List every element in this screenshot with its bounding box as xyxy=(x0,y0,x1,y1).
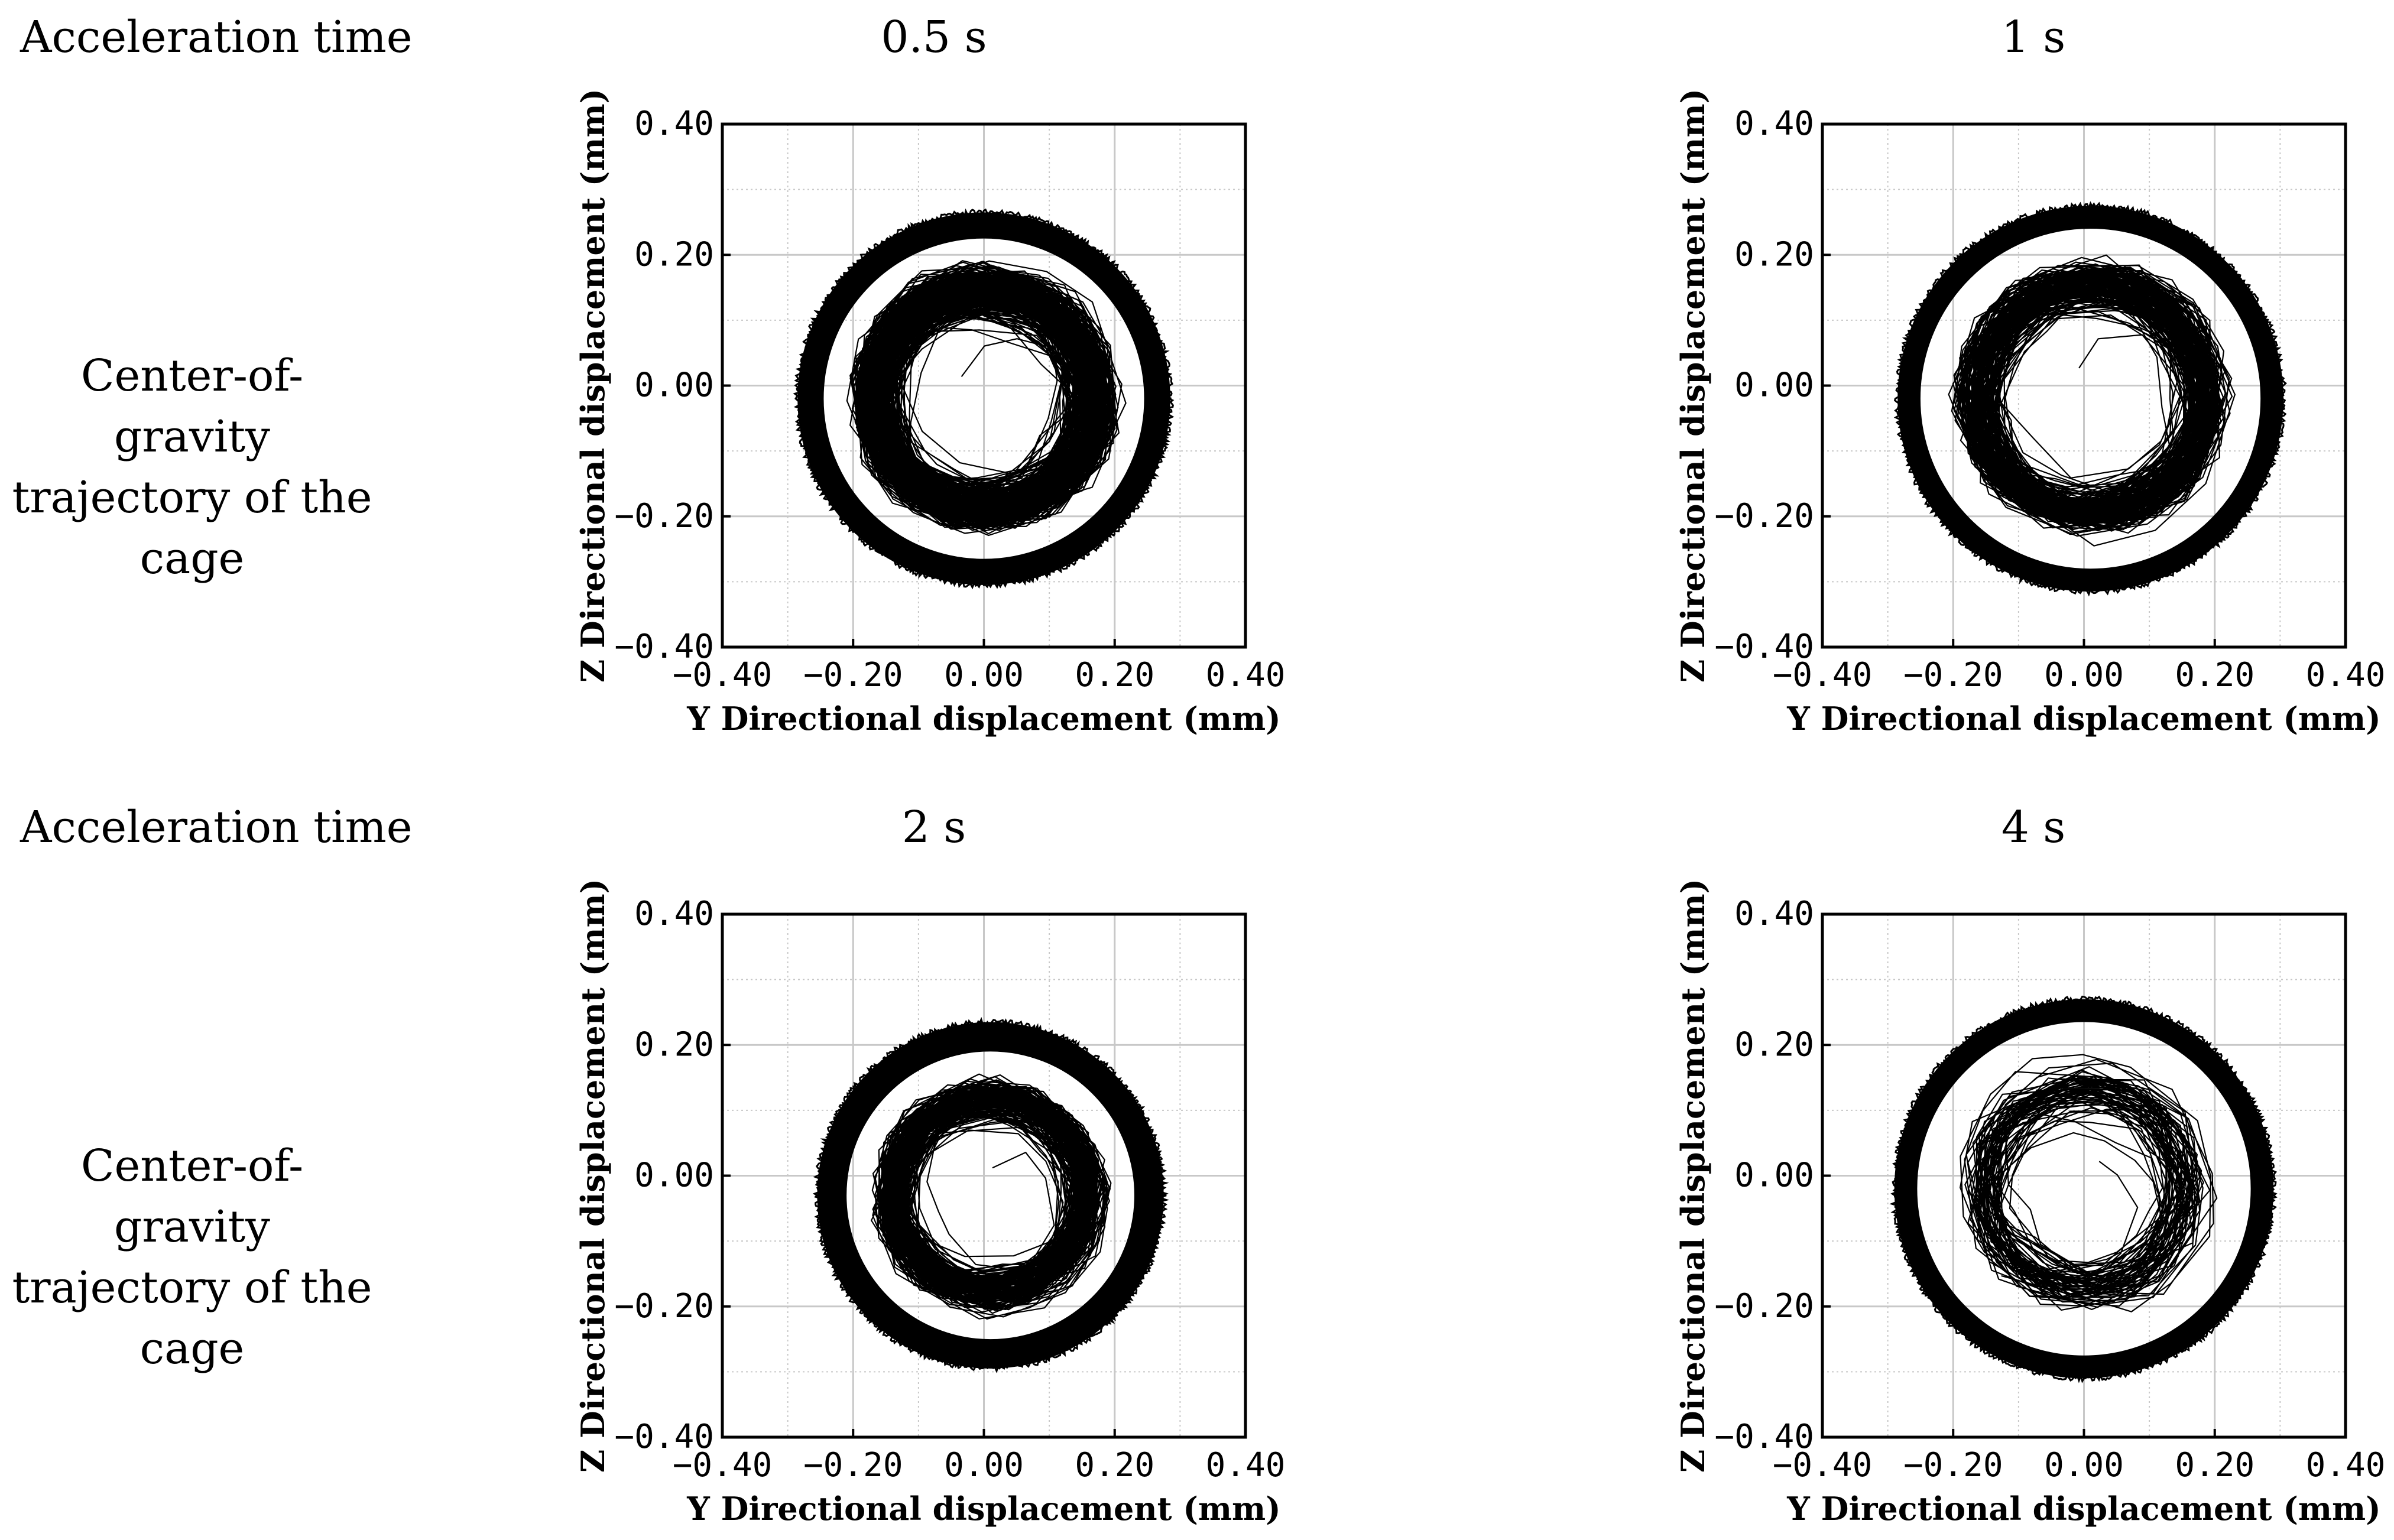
x-tick-label: −0.40 xyxy=(673,1446,773,1484)
x-tick-label: −0.20 xyxy=(803,656,903,694)
trajectory-path xyxy=(871,1073,1112,1320)
x-tick-label: 0.00 xyxy=(944,1446,1024,1484)
y-tick-label: 0.40 xyxy=(1734,105,1814,143)
y-tick-label: 0.20 xyxy=(634,235,714,274)
x-tick-label: 0.00 xyxy=(2044,1446,2124,1484)
x-tick-label: 0.40 xyxy=(2306,1446,2386,1484)
x-tick-label: 0.40 xyxy=(2306,656,2386,694)
panel-label-1s: 1 s xyxy=(2001,12,2066,63)
y-tick-label: −0.20 xyxy=(1714,497,1814,535)
x-tick-label: 0.40 xyxy=(1206,656,1286,694)
trajectory-path xyxy=(1948,254,2236,547)
trajectory-path xyxy=(846,260,1127,537)
x-tick-label: −0.40 xyxy=(1773,1446,1873,1484)
x-axis-label: Y Directional displacement (mm) xyxy=(686,1490,1280,1528)
y-axis-label: Z Directional displacement (mm) xyxy=(574,89,612,683)
trajectory-path xyxy=(1960,1054,2218,1312)
chart-panel-0: −0.40 −0.20 0.00 0.20 0.40 −0.40 −0.20 0.00 0.20… xyxy=(574,89,1285,737)
trajectory-ring xyxy=(797,212,1170,585)
panel-label-2s: 2 s xyxy=(901,802,966,853)
x-axis-label: Y Directional displacement (mm) xyxy=(1786,1490,2380,1528)
panel-label-4s: 4 s xyxy=(2001,802,2066,853)
y-tick-label: 0.40 xyxy=(1734,895,1814,933)
chart-panel-2: −0.40 −0.20 0.00 0.20 0.40 −0.40 −0.20 0.00 0.20… xyxy=(574,879,1285,1528)
x-tick-label: 0.40 xyxy=(1206,1446,1286,1484)
x-tick-label: 0.20 xyxy=(2175,656,2254,694)
x-tick-label: 0.00 xyxy=(2044,656,2124,694)
y-axis-label: Z Directional displacement (mm) xyxy=(1674,89,1712,683)
y-tick-label: 0.20 xyxy=(1734,235,1814,274)
trajectory-ring xyxy=(817,1022,1164,1369)
y-tick-label: −0.40 xyxy=(614,1418,714,1456)
trajectory-label-line: trajectory of the xyxy=(12,472,372,523)
trajectory-ring-edge xyxy=(1889,995,2278,1383)
trajectory-ring-edge xyxy=(1893,201,2287,597)
trajectory-ring-edge xyxy=(812,1016,1170,1373)
x-tick-label: −0.20 xyxy=(1903,656,2003,694)
trajectory-label-line: cage xyxy=(140,533,245,584)
y-tick-label: −0.40 xyxy=(614,628,714,666)
y-axis-label: Z Directional displacement (mm) xyxy=(574,879,612,1473)
row-header-1: Acceleration time xyxy=(20,12,413,63)
x-tick-label: −0.20 xyxy=(1903,1446,2003,1484)
y-tick-label: 0.40 xyxy=(634,895,714,933)
y-tick-label: −0.20 xyxy=(614,1287,714,1325)
y-tick-label: 0.20 xyxy=(1734,1025,1814,1064)
row-header-2: Acceleration time xyxy=(20,802,413,853)
y-tick-label: 0.00 xyxy=(1734,366,1814,405)
y-tick-label: 0.20 xyxy=(634,1025,714,1064)
x-tick-label: −0.40 xyxy=(1773,656,1873,694)
y-tick-label: −0.40 xyxy=(1714,1418,1814,1456)
trajectory-label-line: cage xyxy=(140,1323,245,1374)
y-tick-label: 0.40 xyxy=(634,105,714,143)
trajectory-label-line: Center-of-gravity xyxy=(80,350,304,462)
x-axis-label: Y Directional displacement (mm) xyxy=(686,700,1280,737)
y-tick-label: −0.20 xyxy=(1714,1287,1814,1325)
trajectory-ring xyxy=(1894,999,2274,1379)
x-tick-label: −0.20 xyxy=(803,1446,903,1484)
trajectory-ring xyxy=(1897,206,2283,592)
trajectory-label-line: Center-of-gravity xyxy=(80,1141,304,1252)
trajectory-label-1: Center-of-gravity trajectory of the cage xyxy=(3,346,381,589)
trajectory-ring-edge xyxy=(793,208,1175,590)
x-tick-label: 0.20 xyxy=(2175,1446,2254,1484)
y-tick-label: 0.00 xyxy=(634,366,714,405)
x-axis-label: Y Directional displacement (mm) xyxy=(1786,700,2380,737)
y-tick-label: 0.00 xyxy=(1734,1156,1814,1195)
trajectory-label-2: Center-of-gravity trajectory of the cage xyxy=(3,1136,381,1379)
x-tick-label: 0.00 xyxy=(944,656,1024,694)
y-tick-label: 0.00 xyxy=(634,1156,714,1195)
x-tick-label: 0.20 xyxy=(1075,656,1154,694)
y-axis-label: Z Directional displacement (mm) xyxy=(1674,879,1712,1473)
y-tick-label: −0.20 xyxy=(614,497,714,535)
chart-panel-3: −0.40 −0.20 0.00 0.20 0.40 −0.40 −0.20 0.00 0.20… xyxy=(1674,879,2385,1528)
panel-label-0-5s: 0.5 s xyxy=(881,12,987,63)
trajectory-label-line: trajectory of the xyxy=(12,1262,372,1313)
x-tick-label: −0.40 xyxy=(673,656,773,694)
x-tick-label: 0.20 xyxy=(1075,1446,1154,1484)
chart-panel-1: −0.40 −0.20 0.00 0.20 0.40 −0.40 −0.20 0.00 0.20… xyxy=(1674,89,2385,737)
y-tick-label: −0.40 xyxy=(1714,628,1814,666)
